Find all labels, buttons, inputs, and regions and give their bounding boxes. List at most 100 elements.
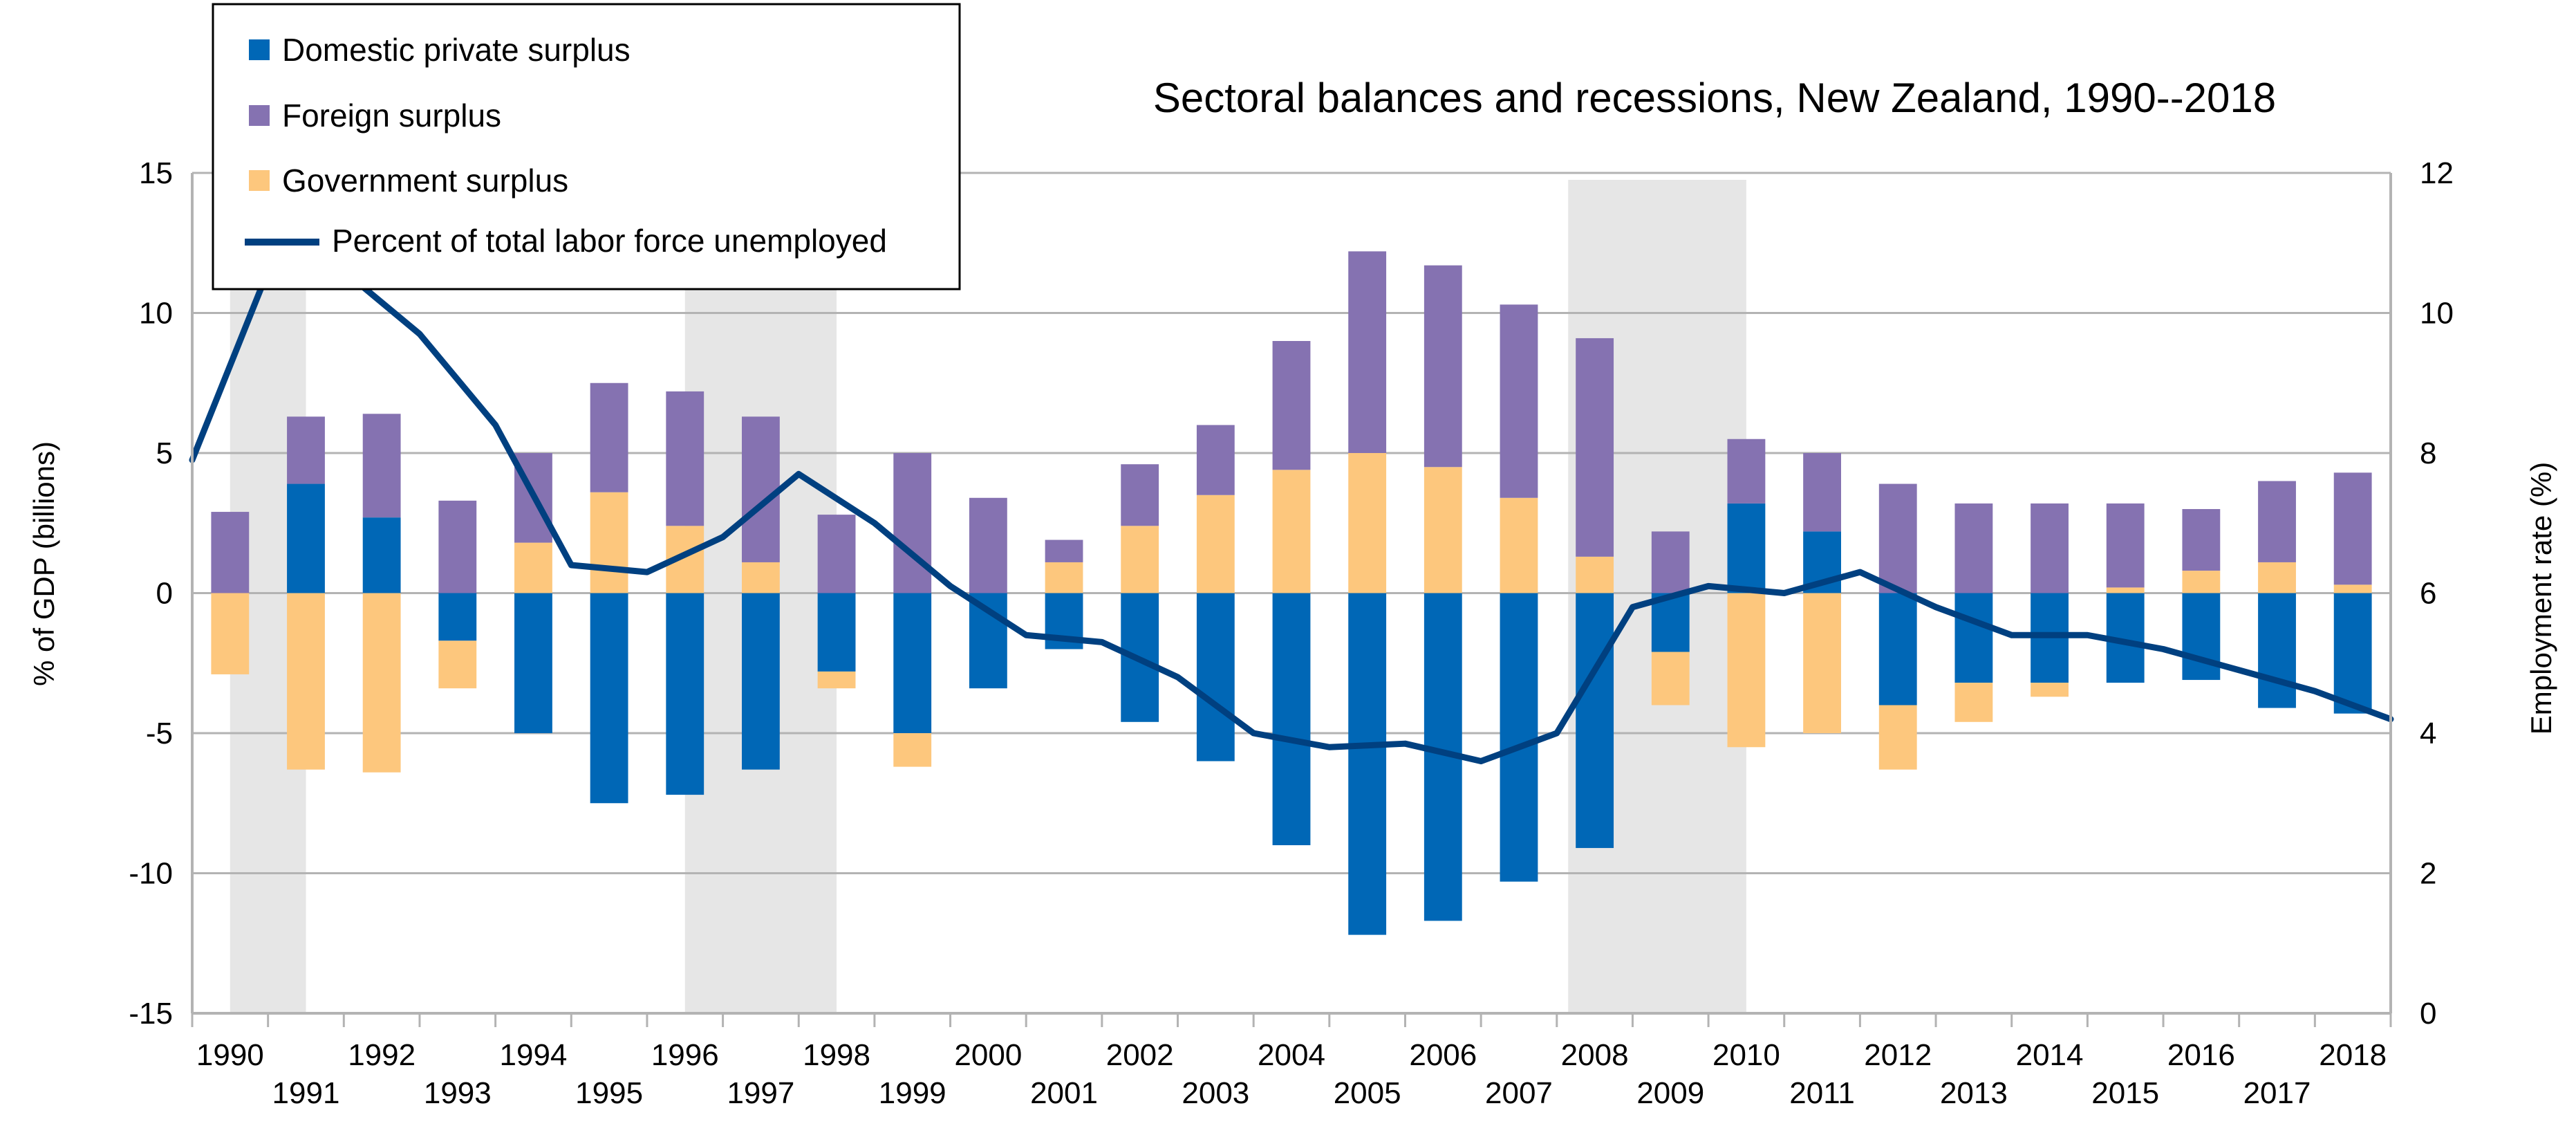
x-tick-label: 2007 [1485,1076,1553,1110]
bar-government-surplus-2008 [1576,556,1614,593]
bar-government-surplus-2009 [1651,652,1690,705]
bar-government-surplus-2005 [1348,453,1387,593]
bar-foreign-surplus-2001 [1045,539,1083,562]
bar-foreign-surplus-2000 [969,497,1007,593]
bar-foreign-surplus-2011 [1803,453,1841,532]
bar-government-surplus-2014 [2031,683,2069,697]
bar-government-surplus-1995 [590,492,628,593]
x-tick-label: 2005 [1334,1076,1401,1110]
x-tick-label: 2012 [1864,1038,1932,1072]
legend-label-unemployment: Percent of total labor force unemployed [332,223,887,259]
bar-government-surplus-2003 [1196,495,1235,593]
x-tick-label: 2009 [1636,1076,1704,1110]
x-tick-label: 1992 [348,1038,416,1072]
x-tick-label: 1999 [879,1076,946,1110]
bar-government-surplus-2004 [1272,470,1311,593]
bar-foreign-surplus-1993 [438,500,477,593]
bar-foreign-surplus-2007 [1500,304,1538,498]
x-tick-label: 1998 [803,1038,870,1072]
bar-foreign-surplus-2003 [1196,425,1235,495]
bar-foreign-surplus-2004 [1272,341,1311,470]
legend-label-government: Government surplus [282,163,568,199]
bar-domestic-private-surplus-2007 [1500,593,1538,882]
legend-swatch-domestic [249,39,270,60]
unemployment-line [189,268,2394,764]
x-tick-label: 1990 [196,1038,264,1072]
bar-foreign-surplus-2012 [1878,483,1917,593]
bar-foreign-surplus-1995 [590,382,628,492]
bar-domestic-private-surplus-2010 [1727,503,1766,593]
x-tick-label: 1997 [727,1076,794,1110]
legend-label-domestic: Domestic private surplus [282,32,631,68]
bar-government-surplus-2015 [2106,587,2145,593]
legend: Domestic private surplus Foreign surplus… [212,3,961,290]
bar-government-surplus-2002 [1121,526,1159,593]
left-tick-label: 15 [139,156,173,190]
bar-foreign-surplus-2002 [1121,464,1159,526]
x-tick-label: 1993 [424,1076,492,1110]
bar-foreign-surplus-2014 [2031,503,2069,593]
bar-government-surplus-1993 [438,640,477,689]
legend-label-foreign: Foreign surplus [282,98,501,133]
x-tick-label: 2006 [1409,1038,1477,1072]
bar-foreign-surplus-2013 [1954,503,1993,593]
left-tick-label: -10 [129,857,173,891]
unemployment-line-path [189,268,2394,764]
legend-swatch-government [249,170,270,191]
right-tick-label: 4 [2420,717,2436,750]
bar-domestic-private-surplus-2018 [2333,593,2372,714]
bar-foreign-surplus-2006 [1424,265,1462,468]
bar-domestic-private-surplus-1993 [438,593,477,641]
right-tick-label: 0 [2420,997,2436,1031]
x-tick-label: 2011 [1789,1076,1855,1110]
bar-government-surplus-2013 [1954,683,1993,722]
right-tick-label: 12 [2420,156,2454,190]
bar-foreign-surplus-2010 [1727,439,1766,504]
bar-government-surplus-2018 [2333,584,2372,593]
bar-government-surplus-1991 [287,593,325,770]
bar-foreign-surplus-2016 [2182,509,2221,571]
bar-domestic-private-surplus-2003 [1196,593,1235,762]
left-tick-label: 5 [156,436,173,470]
bar-domestic-private-surplus-2017 [2258,593,2296,708]
x-tick-label: 2001 [1030,1076,1098,1110]
x-tick-label: 2000 [954,1038,1022,1072]
left-tick-label: -15 [129,997,173,1031]
x-tick-label: 1996 [651,1038,719,1072]
bar-government-surplus-1992 [362,593,401,773]
bar-foreign-surplus-2018 [2333,472,2372,585]
x-tick-label: 2017 [2243,1076,2311,1110]
legend-box [212,3,961,290]
tick-labels: 151050-5-10-1512108642019901991199219931… [129,156,2454,1110]
x-tick-label: 1994 [500,1038,568,1072]
bar-domestic-private-surplus-1999 [893,593,932,733]
right-tick-label: 8 [2420,436,2436,470]
bar-government-surplus-1998 [817,671,856,689]
x-tick-label: 2013 [1940,1076,2008,1110]
bar-government-surplus-2017 [2258,562,2296,593]
x-tick-label: 2010 [1712,1038,1780,1072]
right-tick-label: 2 [2420,857,2436,891]
bar-domestic-private-surplus-1991 [287,483,325,593]
bar-domestic-private-surplus-1994 [514,593,552,733]
left-tick-label: 0 [156,577,173,611]
bar-foreign-surplus-2015 [2106,503,2145,588]
legend-swatch-foreign [249,105,270,126]
bar-foreign-surplus-1997 [742,416,780,562]
bar-domestic-private-surplus-1997 [742,593,780,770]
bar-foreign-surplus-2009 [1651,531,1690,593]
x-tick-label: 2016 [2167,1038,2235,1072]
right-axis-title: Employment rate (%) [2525,462,2557,735]
bar-domestic-private-surplus-1995 [590,593,628,804]
bar-government-surplus-2007 [1500,497,1538,593]
x-tick-label: 2015 [2091,1076,2159,1110]
bar-government-surplus-1990 [211,593,250,674]
bar-government-surplus-2011 [1803,593,1841,733]
x-tick-label: 2003 [1182,1076,1249,1110]
x-tick-label: 2018 [2319,1038,2387,1072]
bar-domestic-private-surplus-1998 [817,593,856,672]
bar-government-surplus-1994 [514,542,552,593]
left-tick-label: 10 [139,297,173,331]
left-tick-label: -5 [146,717,173,750]
